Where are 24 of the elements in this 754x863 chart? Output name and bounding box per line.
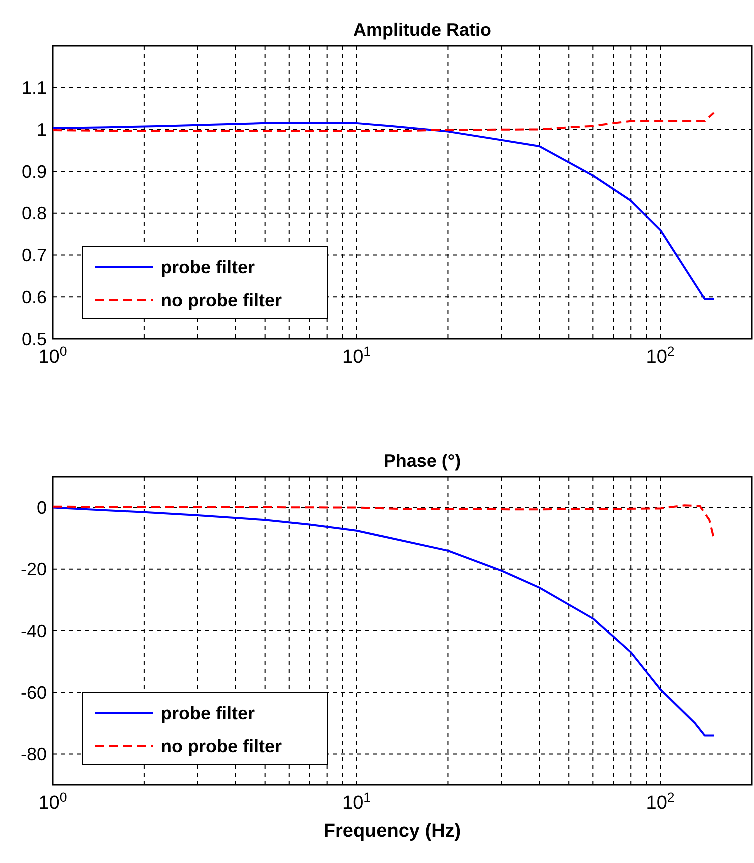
legend-label: probe filter: [161, 703, 256, 724]
x-axis-title: Frequency (Hz): [324, 821, 462, 842]
legend-label: probe filter: [161, 257, 256, 278]
y-tick-label: 1.1: [22, 78, 47, 98]
y-tick-label: 0.5: [22, 329, 47, 350]
y-tick-label: 0.6: [22, 287, 47, 308]
legend-label: no probe filter: [161, 736, 282, 756]
x-tick-label: 10$^{2}$: [646, 344, 675, 368]
y-tick-label: -80: [20, 744, 47, 764]
x-tick-label: 10$^{1}$: [342, 344, 372, 368]
x-tick-label: 10$^{2}$: [646, 790, 675, 814]
y-tick-label: 0: [36, 498, 47, 518]
y-tick-label: 0.9: [22, 162, 47, 182]
y-tick-label: -20: [20, 560, 47, 580]
y-tick-label: 0.8: [22, 204, 47, 224]
x-tick-label: 10$^{1}$: [342, 790, 372, 814]
y-tick-label: 1: [36, 120, 47, 140]
y-tick-label: 0.7: [22, 246, 47, 266]
y-tick-label: -40: [20, 621, 47, 642]
chart-title: Phase (°): [384, 451, 462, 471]
y-tick-label: -60: [20, 682, 47, 703]
legend-label: no probe filter: [161, 290, 282, 310]
x-tick-label: 10$^{0}$: [38, 790, 68, 814]
chart-title: Amplitude Ratio: [354, 20, 492, 40]
